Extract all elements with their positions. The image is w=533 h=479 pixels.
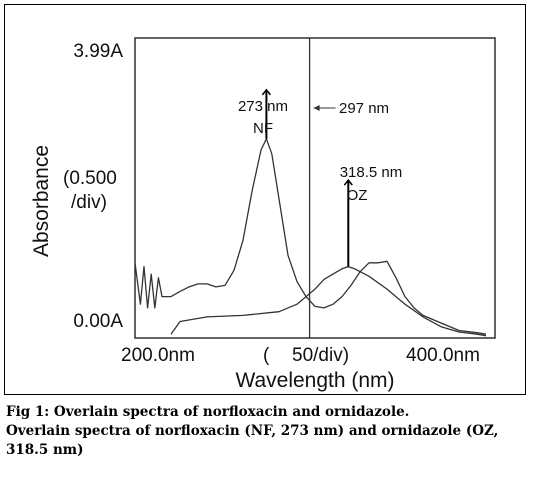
figure-frame: 3.99A 0.00A (0.500 /div) Absorbance 200.… [4,4,526,395]
x-left-label: 200.0nm [121,345,195,366]
marker-297-label: 297 nm [339,100,389,117]
x-axis-title: Wavelength (nm) [235,369,394,392]
marker-297-arrowhead [313,105,320,111]
nf-label: NF [253,120,273,137]
y-top-label: 3.99A [73,41,123,62]
y-scale-label-1: (0.500 [63,168,117,189]
y-bottom-label: 0.00A [73,311,123,332]
y-scale-label-2: /div) [71,192,107,213]
spectrum-chart: 3.99A 0.00A (0.500 /div) Absorbance 200.… [30,37,496,392]
plot-area [134,37,496,339]
caption-line-1: Fig 1: Overlain spectra of norfloxacin a… [6,404,410,420]
x-scale-label: 50/div) [292,345,349,366]
series-line-nf [134,138,487,335]
caption-line-2: Overlain spectra of norfloxacin (NF, 273… [6,423,499,439]
oz-wavelength-label: 318.5 nm [340,164,403,181]
y-axis-title: Absorbance [30,145,53,257]
nf-wavelength-label: 273 nm [238,98,288,115]
x-scale-label-open: ( [263,345,270,366]
nf-peak-arrowhead [261,88,271,96]
oz-label: OZ [347,187,368,204]
caption-line-3: 318.5 nm) [6,442,84,458]
series-line-oz [170,265,487,337]
x-right-label: 400.0nm [406,345,480,366]
oz-peak-arrowhead [343,178,353,186]
